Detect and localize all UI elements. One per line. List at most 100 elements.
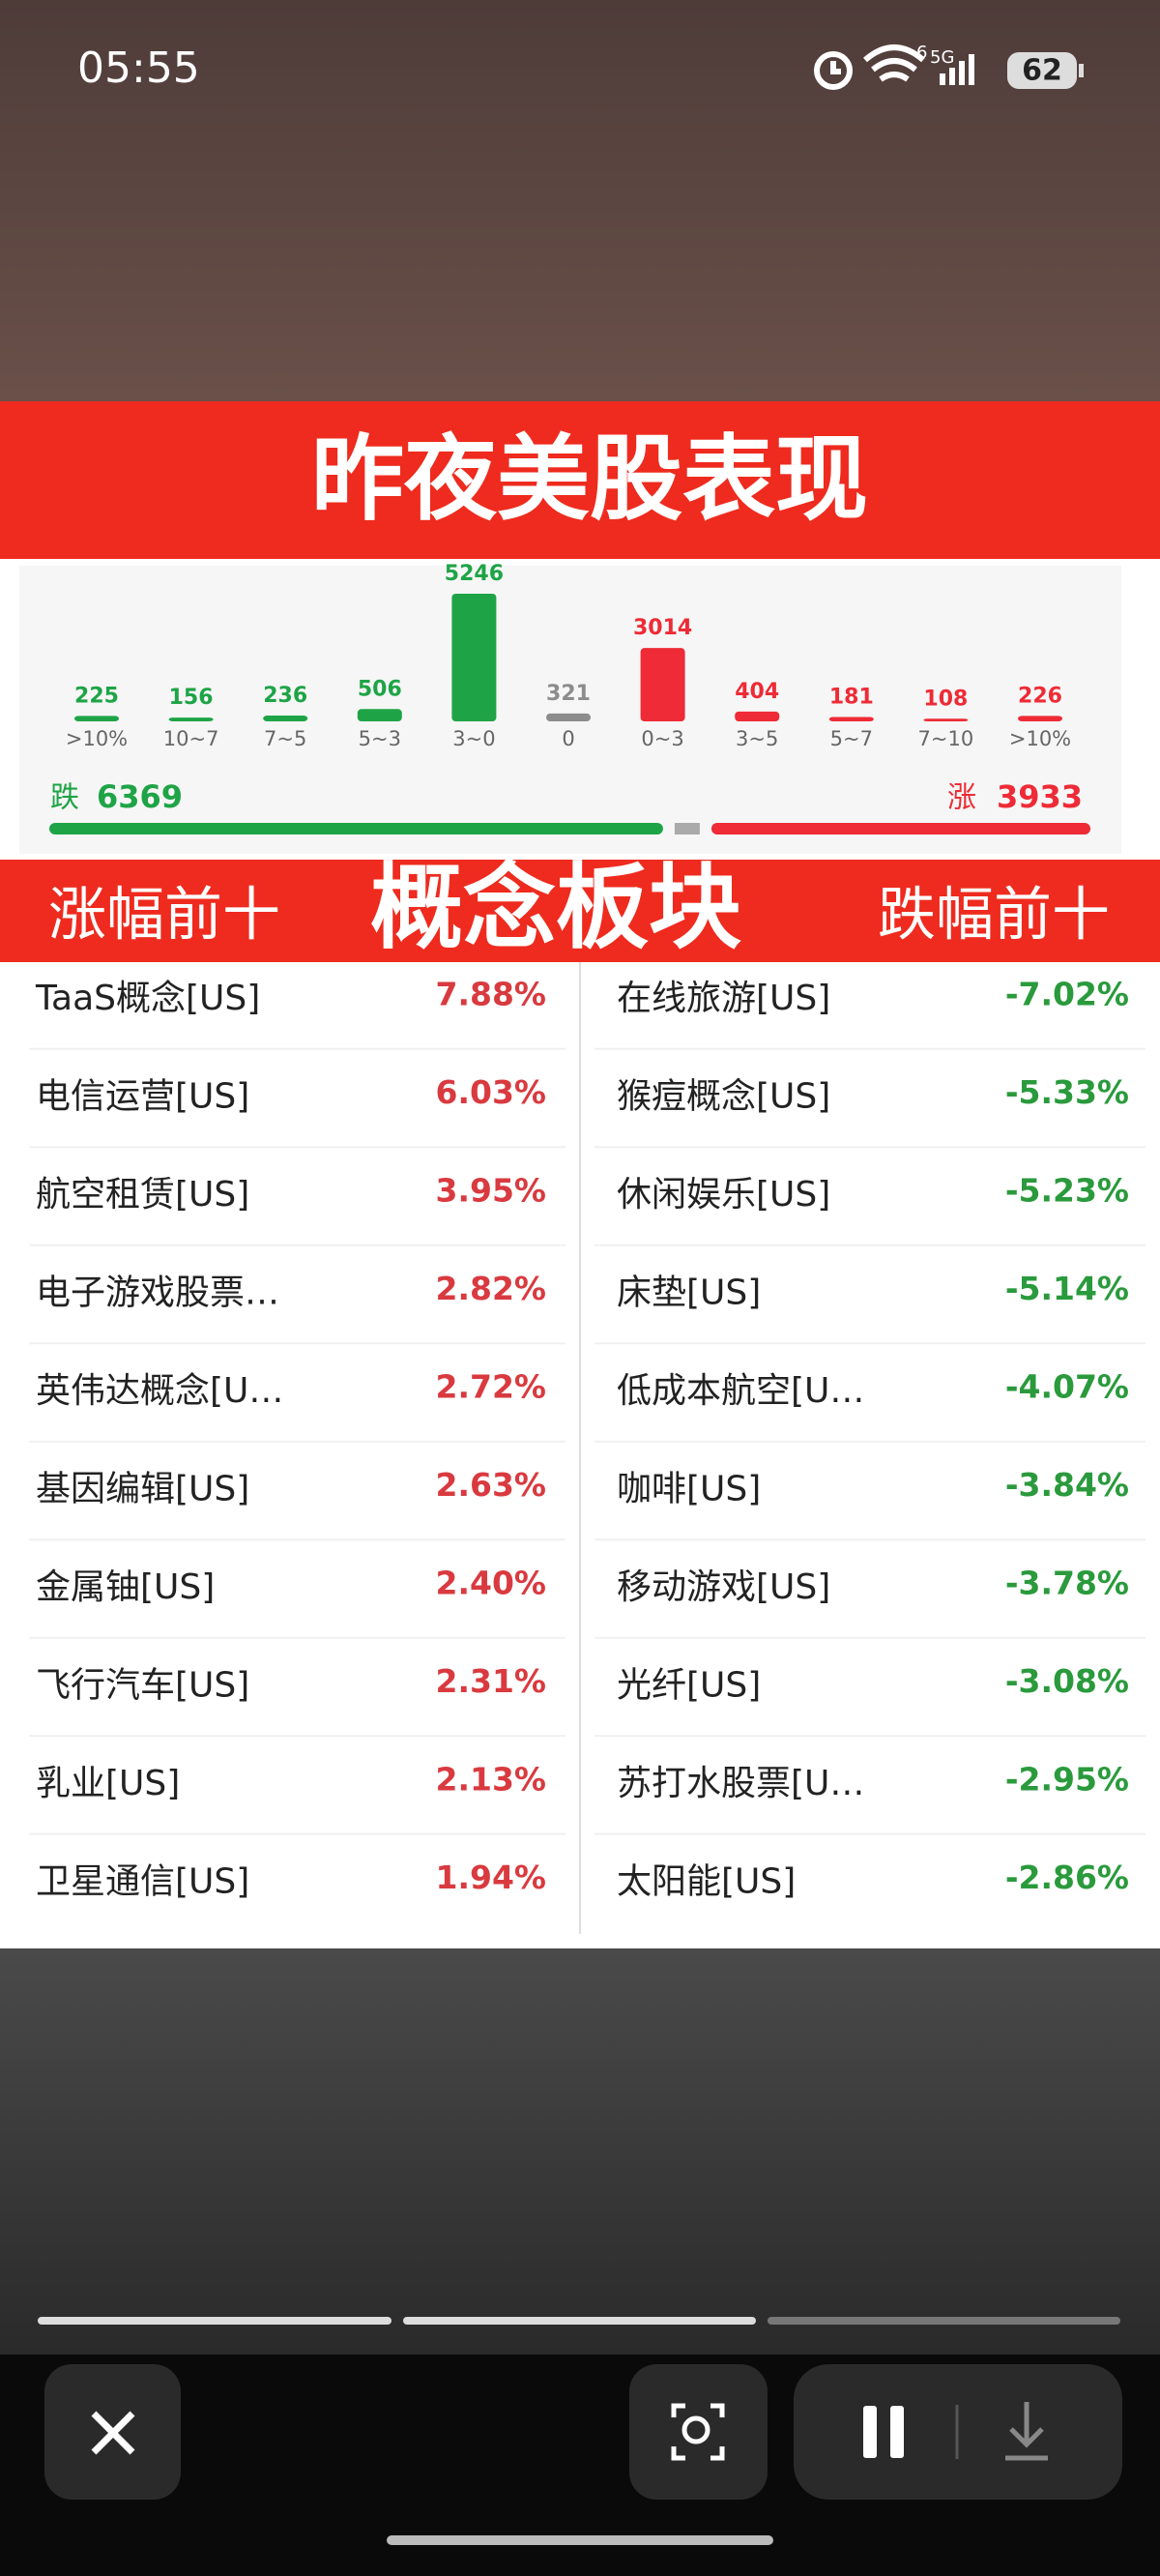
concept-change: 3.95% — [436, 1172, 547, 1210]
concept-name: 英伟达概念[U… — [36, 1371, 283, 1411]
bar — [546, 713, 591, 721]
down-bar — [49, 823, 663, 834]
concept-change: 6.03% — [436, 1073, 547, 1111]
concept-name: 在线旅游[US] — [617, 979, 830, 1018]
concept-name: 苏打水股票[U… — [617, 1764, 864, 1803]
clock: 05:55 — [77, 44, 200, 93]
bar — [263, 716, 308, 721]
battery-tip — [1079, 64, 1084, 77]
section-right: 跌幅前十 — [878, 882, 1110, 950]
concept-change: -5.33% — [1005, 1073, 1129, 1111]
concept-name: 休闲娱乐[US] — [617, 1175, 830, 1215]
pause-button[interactable] — [863, 2406, 904, 2458]
category-label: 0 — [562, 727, 574, 750]
wifi-label: 6 — [916, 43, 927, 63]
category-label: 3~5 — [736, 727, 778, 750]
home-indicator — [387, 2535, 773, 2545]
concept-change: -2.86% — [1005, 1859, 1129, 1896]
category-label: 5~3 — [359, 727, 401, 750]
wifi-icon — [863, 44, 925, 82]
value-label: 225 — [74, 684, 119, 708]
progress-segment — [768, 2317, 1120, 2325]
network-label: 5G — [930, 47, 954, 68]
category-label: 7~10 — [918, 727, 974, 750]
category-label: 7~5 — [264, 727, 306, 750]
value-label: 226 — [1018, 684, 1062, 708]
concept-name: 基因编辑[US] — [36, 1470, 249, 1509]
concept-change: -4.07% — [1005, 1368, 1129, 1406]
bar — [357, 709, 402, 721]
up-label: 涨 — [947, 781, 976, 815]
category-label: 5~7 — [830, 727, 873, 750]
concept-change: -3.84% — [1005, 1466, 1129, 1504]
bar — [1018, 716, 1062, 721]
concept-name: 乳业[US] — [36, 1764, 180, 1803]
concept-name: 太阳能[US] — [617, 1862, 796, 1902]
value-label: 404 — [735, 680, 779, 704]
concept-name: 金属铀[US] — [36, 1567, 215, 1607]
concept-name: 卫星通信[US] — [36, 1862, 249, 1902]
bar — [168, 717, 214, 721]
section-band — [0, 860, 1160, 962]
concept-change: -3.08% — [1005, 1662, 1129, 1700]
progress-segment — [38, 2317, 392, 2325]
value-label: 181 — [829, 685, 874, 709]
alarm-icon — [814, 51, 853, 90]
concept-change: -3.78% — [1005, 1565, 1129, 1602]
down-value: 6369 — [97, 778, 183, 815]
concept-name: 光纤[US] — [617, 1666, 761, 1706]
concept-change: -5.23% — [1005, 1172, 1129, 1210]
concept-change: 1.94% — [436, 1859, 547, 1896]
up-value: 3933 — [997, 778, 1083, 815]
category-label: 0~3 — [641, 727, 683, 750]
section-center: 概念板块 — [370, 853, 741, 961]
concept-change: -2.95% — [1005, 1761, 1129, 1799]
concept-change: 7.88% — [436, 976, 547, 1013]
concept-change: -5.14% — [1005, 1270, 1129, 1307]
concept-name: 电信运营[US] — [36, 1077, 249, 1117]
bar — [828, 717, 874, 721]
battery-level: 62 — [1022, 54, 1062, 88]
concept-name: 航空租赁[US] — [36, 1175, 249, 1215]
down-label: 跌 — [50, 781, 79, 815]
title: 昨夜美股表现 — [311, 424, 868, 533]
concept-name: 电子游戏股票… — [36, 1273, 279, 1313]
bar — [74, 716, 119, 721]
concept-name: TaaS概念[US] — [35, 979, 260, 1018]
bar — [923, 718, 969, 721]
chart-panel — [19, 566, 1121, 854]
bar — [640, 648, 685, 721]
signal-icon — [940, 54, 974, 85]
concept-name: 移动游戏[US] — [617, 1567, 830, 1607]
value-label: 108 — [923, 687, 968, 711]
concept-change: 2.82% — [436, 1270, 547, 1307]
category-label: 3~0 — [452, 727, 495, 750]
close-button[interactable] — [44, 2364, 181, 2500]
concept-name: 飞行汽车[US] — [36, 1666, 249, 1706]
battery-icon — [1007, 52, 1077, 89]
up-bar — [710, 823, 1090, 834]
bottom-backdrop — [0, 1948, 1160, 2355]
download-button[interactable] — [1005, 2402, 1048, 2461]
category-label: 10~7 — [163, 727, 219, 750]
flat-gap — [674, 823, 700, 834]
bar — [451, 594, 497, 721]
top-backdrop — [0, 0, 1160, 401]
concept-name: 低成本航空[U… — [617, 1371, 864, 1411]
concept-change: 2.31% — [436, 1662, 547, 1700]
value-label: 236 — [263, 684, 307, 708]
scan-button[interactable] — [629, 2364, 768, 2500]
category-label: >10% — [1009, 727, 1071, 750]
value-label: 506 — [358, 677, 402, 701]
progress-segment — [403, 2317, 756, 2325]
concept-change: 2.63% — [436, 1466, 547, 1504]
concept-name: 咖啡[US] — [617, 1470, 761, 1509]
section-left: 涨幅前十 — [48, 882, 280, 950]
concept-change: 2.13% — [436, 1761, 547, 1799]
value-label: 3014 — [633, 616, 692, 640]
category-label: >10% — [66, 727, 128, 750]
value-label: 321 — [546, 682, 591, 706]
concept-change: 2.40% — [436, 1565, 547, 1602]
